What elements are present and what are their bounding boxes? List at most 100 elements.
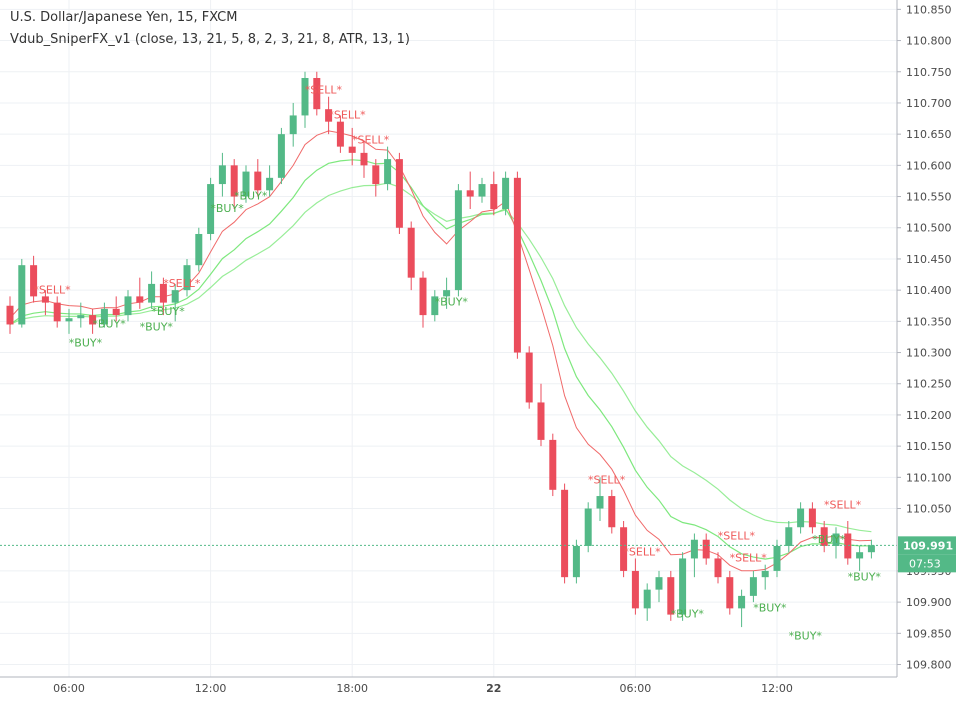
sell-signal-label: *SELL* [352, 134, 390, 147]
price-axis-label: 109.850 [906, 627, 952, 640]
candle-up [18, 265, 26, 325]
candle-up [148, 283, 156, 303]
candle-down [313, 77, 321, 110]
candle-down [336, 121, 344, 147]
buy-signal-label: *BUY* [210, 202, 244, 215]
candle-up [832, 533, 840, 546]
price-axis-label: 110.850 [906, 3, 952, 16]
price-axis-label: 110.500 [906, 222, 952, 235]
candle-up [738, 595, 746, 609]
candle-up [655, 577, 663, 590]
time-axis-label: 06:00 [53, 682, 85, 695]
price-axis-label: 110.100 [906, 471, 952, 484]
candle-up [431, 296, 439, 316]
candle-up [124, 296, 132, 316]
candle-up [572, 545, 580, 578]
candle-up [584, 508, 592, 546]
candle-down [6, 305, 14, 325]
candle-up [171, 290, 179, 303]
current-price-text: 109.991 [903, 539, 953, 552]
candle-up [596, 496, 604, 509]
candle-down [41, 296, 49, 303]
candle-down [525, 352, 533, 403]
candle-down [89, 315, 97, 325]
price-axis-label: 110.050 [906, 503, 952, 516]
time-axis-label: 06:00 [620, 682, 652, 695]
candle-down [466, 190, 474, 197]
sell-signal-label: *SELL* [623, 545, 661, 558]
candle-down [726, 577, 734, 609]
countdown-text: 07:53 [909, 557, 941, 570]
candle-up [867, 545, 875, 553]
candle-up [384, 159, 392, 185]
sell-signal-label: *SELL* [718, 530, 756, 543]
candle-up [277, 134, 285, 178]
price-axis-label: 110.550 [906, 191, 952, 204]
time-axis-label: 22 [486, 682, 501, 695]
candle-up [785, 527, 793, 546]
candle-up [242, 171, 250, 197]
buy-signal-label: *BUY* [151, 305, 185, 318]
candle-down [631, 570, 639, 609]
candle-down [325, 109, 333, 122]
candle-up [77, 315, 85, 319]
candle-up [65, 318, 73, 322]
buy-signal-label: *BUY* [69, 336, 103, 349]
buy-signal-label: *BUY* [848, 570, 882, 583]
price-axis-label: 110.150 [906, 440, 952, 453]
candle-up [183, 265, 191, 291]
fast-ema-line [9, 159, 872, 560]
candle-down [419, 277, 427, 316]
candle-up [761, 570, 769, 578]
time-axis-label: 12:00 [195, 682, 227, 695]
candle-up [195, 233, 203, 266]
sell-signal-label: *SELL* [328, 109, 366, 122]
candle-up [502, 177, 510, 210]
sell-signal-label: *SELL* [305, 84, 343, 97]
candle-up [773, 545, 781, 571]
buy-signal-label: *BUY* [234, 190, 268, 203]
candle-down [490, 184, 498, 210]
symbol-legend: U.S. Dollar/Japanese Yen, 15, FXCM [10, 10, 238, 25]
candle-down [620, 527, 628, 571]
sell-signal-label: *SELL* [730, 552, 768, 565]
candle-down [667, 577, 675, 615]
candle-down [820, 527, 828, 546]
price-axis-label: 110.750 [906, 66, 952, 79]
sell-signal-label: *SELL* [824, 499, 862, 512]
candle-up [749, 577, 757, 596]
price-axis-label: 110.700 [906, 97, 952, 110]
candle-down [513, 177, 521, 353]
candle-up [207, 184, 215, 234]
candle-up [443, 290, 451, 297]
candle-down [714, 558, 722, 578]
time-axis-label: 18:00 [336, 682, 368, 695]
candle-down [230, 165, 238, 197]
price-axis-label: 110.350 [906, 315, 952, 328]
buy-signal-label: *BUY* [671, 608, 705, 621]
price-axis-label: 109.900 [906, 596, 952, 609]
candle-up [856, 552, 864, 559]
time-axis-label: 12:00 [761, 682, 793, 695]
candle-down [360, 152, 368, 166]
candle-down [808, 508, 816, 528]
price-axis-label: 110.650 [906, 128, 952, 141]
candle-up [289, 115, 297, 135]
candle-up [690, 539, 698, 559]
current-price-badge [898, 536, 956, 555]
candle-up [454, 190, 462, 291]
buy-signal-label: *BUY* [789, 630, 823, 643]
candle-down [372, 165, 380, 185]
candle-down [844, 533, 852, 559]
candle-down [53, 302, 61, 322]
price-axis-label: 110.250 [906, 378, 952, 391]
candle-up [266, 177, 274, 191]
buy-signal-label: *BUY* [753, 601, 787, 614]
candle-down [348, 146, 356, 153]
candle-down [549, 439, 557, 490]
indicator-legend: Vdub_SniperFX_v1 (close, 13, 21, 5, 8, 2… [10, 32, 411, 47]
price-axis-label: 110.450 [906, 253, 952, 266]
